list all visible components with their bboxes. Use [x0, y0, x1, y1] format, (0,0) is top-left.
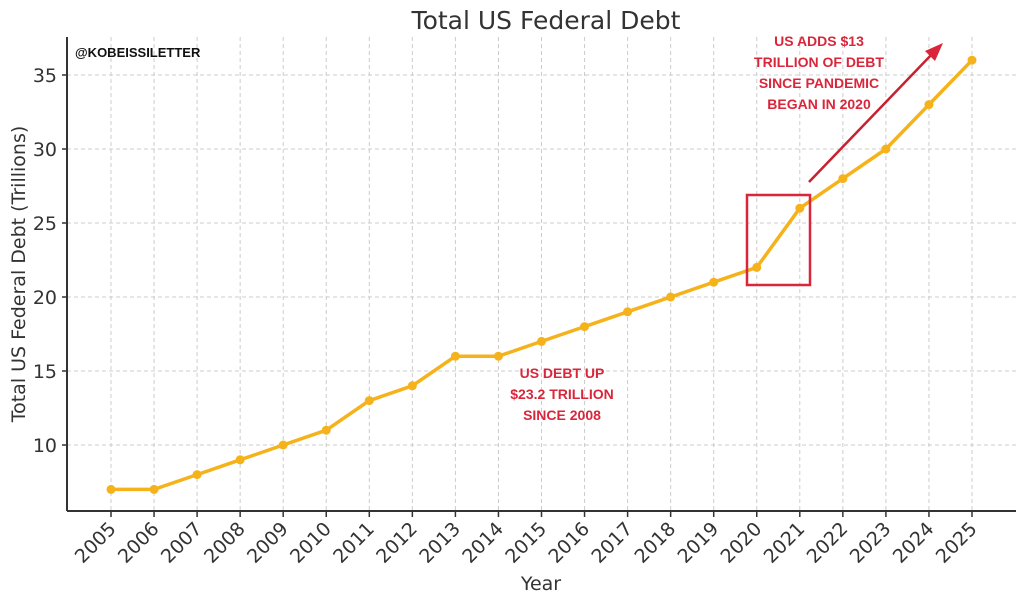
grid-lines [67, 37, 1016, 511]
data-point [623, 307, 633, 317]
x-tick-label: 2005 [71, 518, 121, 568]
x-tick-label: 2007 [157, 518, 207, 568]
data-point [321, 425, 331, 435]
data-point [666, 292, 676, 302]
data-point [235, 455, 245, 465]
x-tick-label: 2006 [114, 518, 164, 568]
x-axis-label: Year [520, 573, 561, 595]
data-point [192, 470, 202, 480]
x-tick-label: 2019 [673, 518, 723, 568]
y-axis-ticks: 10 15 20 25 30 35 [33, 65, 67, 457]
data-point [752, 262, 762, 272]
highlight-box-2020-2021 [745, 193, 812, 287]
y-tick-label: 30 [33, 139, 57, 161]
x-tick-label: 2023 [846, 518, 896, 568]
watermark: @KOBEISSILETTER [75, 45, 201, 60]
x-tick-label: 2008 [200, 518, 250, 568]
x-tick-label: 2018 [630, 518, 680, 568]
x-tick-label: 2009 [243, 518, 293, 568]
data-point [924, 100, 934, 110]
data-point [881, 144, 891, 154]
x-tick-label: 2022 [803, 518, 853, 568]
x-tick-label: 2020 [717, 518, 767, 568]
debt-series [106, 55, 977, 494]
y-tick-label: 10 [33, 435, 57, 457]
annotation-line: TRILLION OF DEBT [754, 54, 884, 70]
data-point [278, 440, 288, 450]
pandemic-annotation: US ADDS $13 TRILLION OF DEBT SINCE PANDEMI… [754, 33, 884, 112]
data-point [709, 277, 719, 287]
y-tick-label: 25 [33, 213, 57, 235]
y-tick-label: 35 [33, 65, 57, 87]
data-point [407, 381, 417, 391]
x-tick-label: 2024 [889, 518, 939, 568]
x-tick-label: 2021 [760, 518, 810, 568]
since-2008-annotation: US DEBT UP $23.2 TRILLION SINCE 2008 [510, 365, 613, 423]
data-point [795, 203, 805, 213]
annotation-line: US DEBT UP [520, 365, 605, 381]
x-tick-label: 2014 [458, 518, 508, 568]
chart-title: Total US Federal Debt [411, 6, 681, 35]
growth-arrow [808, 43, 943, 183]
data-point [967, 55, 977, 65]
x-tick-label: 2010 [286, 518, 336, 568]
x-tick-label: 2013 [415, 518, 465, 568]
data-point [364, 396, 374, 406]
x-axis-ticks: 2005200620072008200920102011201220132014… [71, 511, 982, 568]
x-tick-label: 2015 [501, 518, 551, 568]
y-tick-label: 20 [33, 287, 57, 309]
x-tick-label: 2017 [587, 518, 637, 568]
x-tick-label: 2025 [932, 518, 982, 568]
x-tick-label: 2012 [372, 518, 422, 568]
data-point [493, 351, 503, 361]
data-point [106, 484, 116, 494]
annotation-line: US ADDS $13 [774, 33, 864, 49]
annotation-line: BEGAN IN 2020 [767, 96, 871, 112]
annotation-line: SINCE 2008 [523, 407, 601, 423]
annotation-line: SINCE PANDEMIC [759, 75, 879, 91]
annotation-line: $23.2 TRILLION [510, 386, 613, 402]
data-point [838, 174, 848, 184]
y-tick-label: 15 [33, 361, 57, 383]
x-tick-label: 2011 [329, 518, 379, 568]
data-point [450, 351, 460, 361]
y-axis-label: Total US Federal Debt (Trillions) [8, 126, 30, 424]
data-point [580, 322, 590, 332]
data-point [149, 484, 159, 494]
data-point [537, 336, 546, 346]
x-tick-label: 2016 [544, 518, 594, 568]
